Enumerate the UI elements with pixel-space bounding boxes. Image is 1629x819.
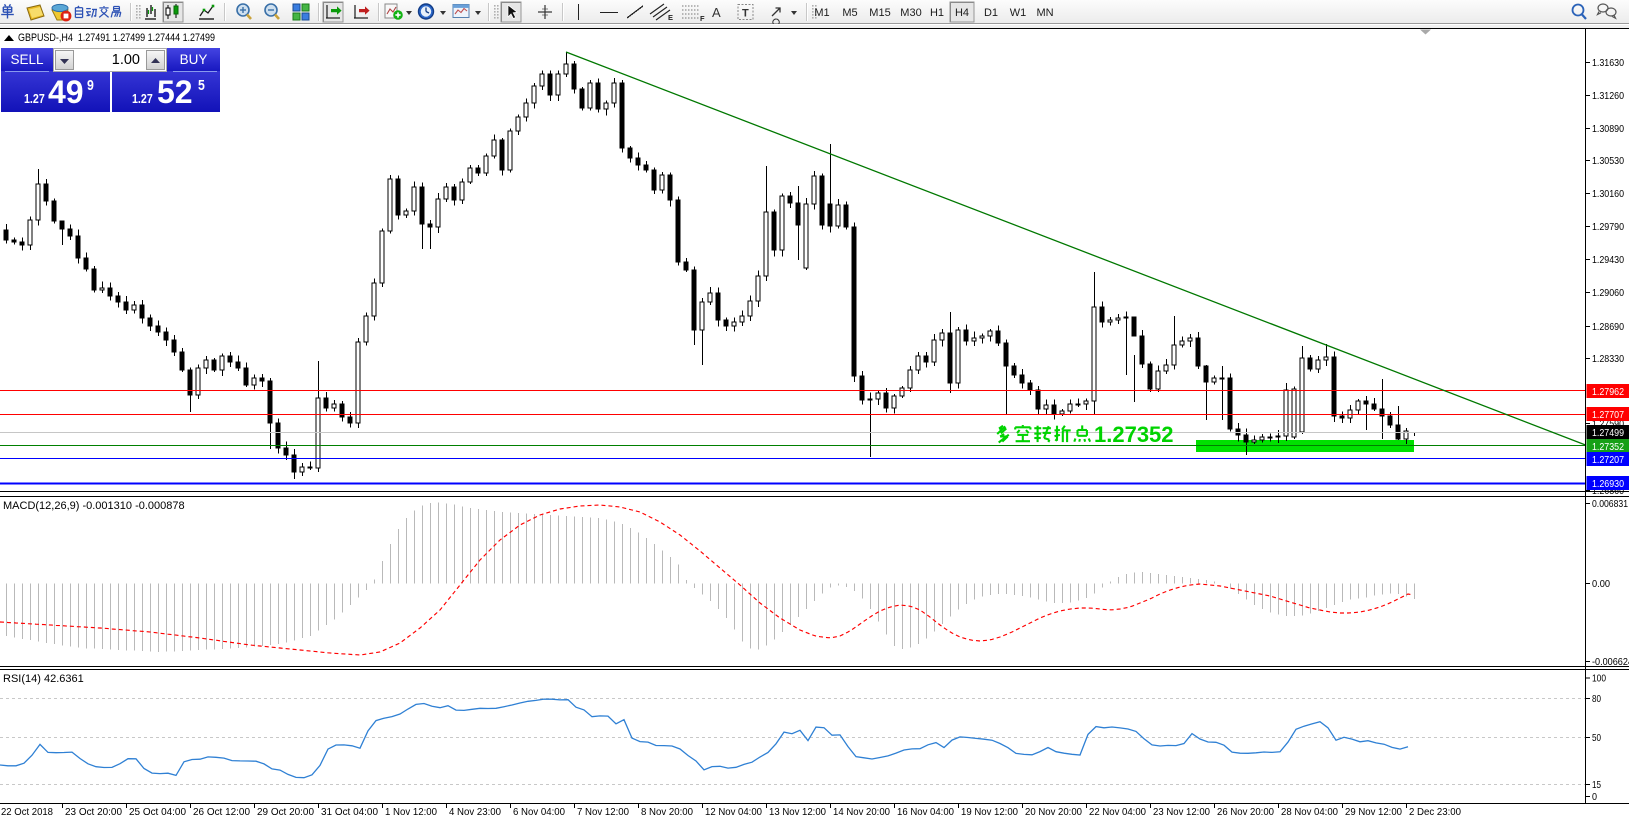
svg-text:4 Nov 23:00: 4 Nov 23:00	[449, 807, 501, 818]
svg-text:RSI(14) 42.6361: RSI(14) 42.6361	[3, 673, 84, 685]
svg-text:31 Oct 04:00: 31 Oct 04:00	[321, 807, 378, 818]
svg-text:8 Nov 20:00: 8 Nov 20:00	[641, 807, 693, 818]
svg-text:T: T	[742, 8, 749, 20]
svg-text:H1: H1	[930, 7, 944, 19]
svg-text:M30: M30	[900, 7, 921, 19]
svg-text:23 Oct 20:00: 23 Oct 20:00	[65, 807, 122, 818]
svg-text:19 Nov 12:00: 19 Nov 12:00	[961, 807, 1018, 818]
svg-text:7 Nov 12:00: 7 Nov 12:00	[577, 807, 629, 818]
svg-text:22 Oct 2018: 22 Oct 2018	[1, 807, 53, 818]
svg-text:0.006831: 0.006831	[1592, 499, 1628, 510]
svg-text:20 Nov 20:00: 20 Nov 20:00	[1025, 807, 1082, 818]
svg-text:1.27207: 1.27207	[1592, 455, 1624, 466]
svg-text:1 Nov 12:00: 1 Nov 12:00	[385, 807, 437, 818]
svg-text:M5: M5	[842, 7, 857, 19]
svg-text:6 Nov 04:00: 6 Nov 04:00	[513, 807, 565, 818]
svg-text:1.29430: 1.29430	[1592, 255, 1624, 266]
svg-text:1.27352: 1.27352	[1094, 422, 1174, 447]
svg-text:M1: M1	[814, 7, 829, 19]
svg-text:1.27590: 1.27590	[1592, 419, 1624, 430]
svg-text:25 Oct 04:00: 25 Oct 04:00	[129, 807, 186, 818]
svg-text:22 Nov 04:00: 22 Nov 04:00	[1089, 807, 1146, 818]
svg-text:100: 100	[1592, 674, 1606, 685]
svg-text:80: 80	[1592, 694, 1601, 705]
svg-text:E: E	[668, 13, 673, 22]
svg-text:15: 15	[1592, 780, 1601, 791]
svg-text:2 Dec 23:00: 2 Dec 23:00	[1409, 807, 1461, 818]
svg-text:1.28690: 1.28690	[1592, 322, 1624, 333]
svg-text:16 Nov 04:00: 16 Nov 04:00	[897, 807, 954, 818]
svg-text:1.27962: 1.27962	[1592, 387, 1624, 398]
svg-text:F: F	[700, 14, 705, 23]
svg-text:26 Nov 20:00: 26 Nov 20:00	[1217, 807, 1274, 818]
svg-text:1.31260: 1.31260	[1592, 91, 1624, 102]
svg-text:1.27499: 1.27499	[1592, 428, 1624, 439]
svg-text:29 Oct 20:00: 29 Oct 20:00	[257, 807, 314, 818]
svg-text:13 Nov 12:00: 13 Nov 12:00	[769, 807, 826, 818]
svg-text:1.30160: 1.30160	[1592, 189, 1624, 200]
svg-text:MACD(12,26,9) -0.001310 -0.000: MACD(12,26,9) -0.001310 -0.000878	[3, 500, 185, 512]
svg-text:1.29060: 1.29060	[1592, 288, 1624, 299]
svg-text:1.27352: 1.27352	[1592, 442, 1624, 453]
svg-text:1.28330: 1.28330	[1592, 354, 1624, 365]
svg-text:26 Oct 12:00: 26 Oct 12:00	[193, 807, 250, 818]
svg-text:1.26860: 1.26860	[1592, 486, 1624, 497]
svg-text:A: A	[712, 5, 721, 20]
svg-text:23 Nov 12:00: 23 Nov 12:00	[1153, 807, 1210, 818]
svg-text:28 Nov 04:00: 28 Nov 04:00	[1281, 807, 1338, 818]
svg-text:1.30890: 1.30890	[1592, 124, 1624, 135]
svg-text:GBPUSD-,H4 1.27491 1.27499 1.: GBPUSD-,H4 1.27491 1.27499 1.27444 1.274…	[18, 32, 215, 44]
svg-text:1.26930: 1.26930	[1592, 479, 1624, 490]
svg-text:0.00: 0.00	[1592, 579, 1610, 590]
svg-text:1.31630: 1.31630	[1592, 58, 1624, 69]
svg-text:1.27707: 1.27707	[1592, 410, 1624, 421]
svg-text:H4: H4	[955, 7, 969, 19]
svg-text:29 Nov 12:00: 29 Nov 12:00	[1345, 807, 1402, 818]
svg-text:-0.006624: -0.006624	[1592, 657, 1629, 668]
svg-text:1.30530: 1.30530	[1592, 156, 1624, 167]
svg-text:0: 0	[1592, 792, 1597, 803]
svg-text:14 Nov 20:00: 14 Nov 20:00	[833, 807, 890, 818]
svg-text:12 Nov 04:00: 12 Nov 04:00	[705, 807, 762, 818]
svg-text:W1: W1	[1010, 7, 1027, 19]
svg-text:MN: MN	[1036, 7, 1053, 19]
svg-text:M15: M15	[869, 7, 890, 19]
svg-text:50: 50	[1592, 733, 1601, 744]
svg-text:D1: D1	[984, 7, 998, 19]
svg-text:1.29790: 1.29790	[1592, 222, 1624, 233]
